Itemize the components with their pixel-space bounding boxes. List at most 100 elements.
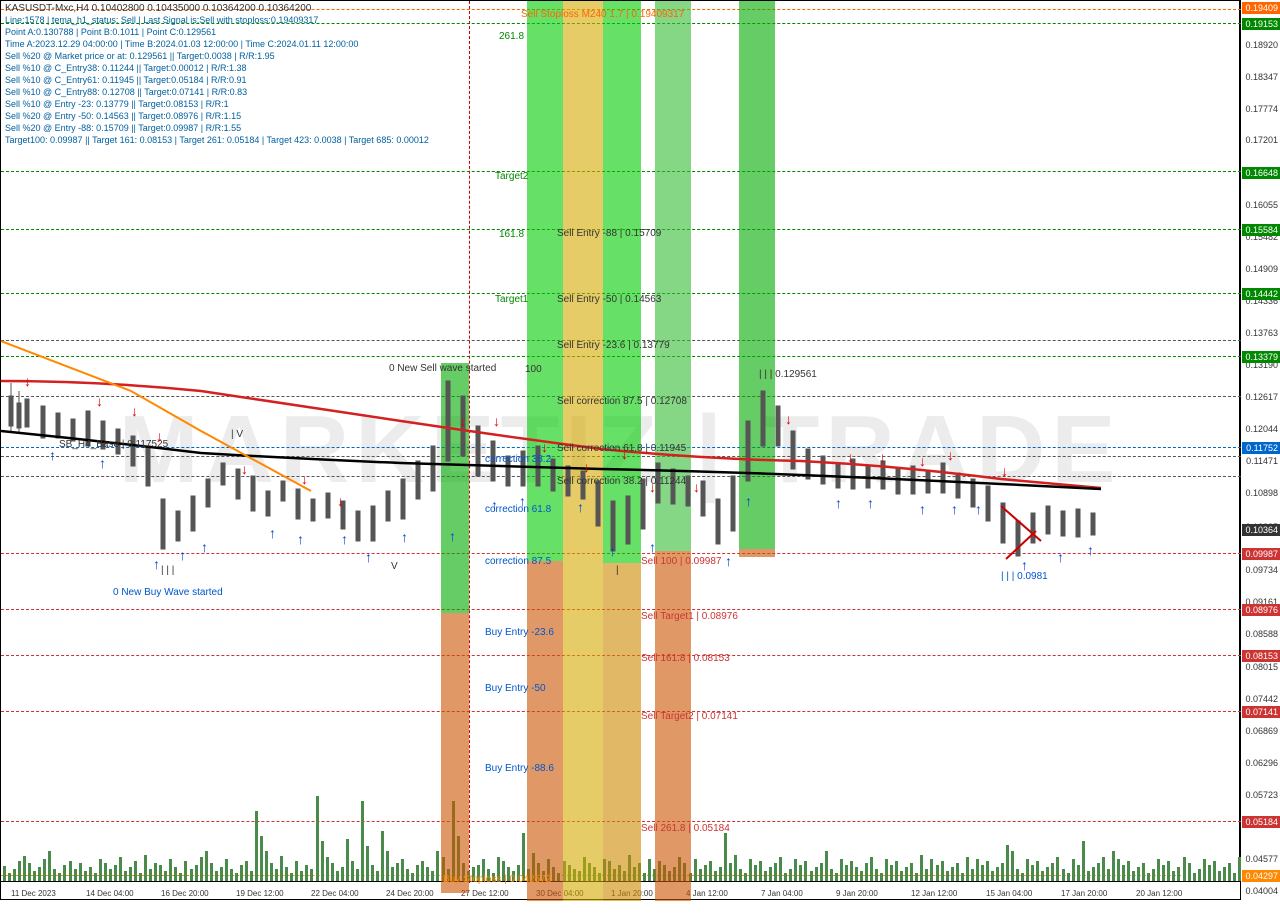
- price-tag: 0.07141: [1242, 706, 1280, 718]
- text-label: SB_H4_Base | 0.117525: [59, 439, 168, 450]
- info-line: Sell %20 @ Entry -50: 0.14563 || Target:…: [5, 111, 241, 121]
- price-tag: 0.19409: [1242, 2, 1280, 14]
- text-label: Sell Entry -23.6 | 0.13779: [557, 340, 670, 351]
- arrow-up-icon: ↑: [649, 539, 656, 555]
- arrow-up-icon: ↑: [297, 531, 304, 547]
- arrow-up-icon: ↑: [99, 455, 106, 471]
- text-label: | V: [231, 429, 243, 440]
- arrow-down-icon: ↓: [156, 428, 163, 444]
- text-label: 261.8: [499, 31, 524, 42]
- arrow-up-icon: ↑: [919, 501, 926, 517]
- arrow-up-icon: ↑: [153, 556, 160, 572]
- price-label: 0.06869: [1245, 726, 1278, 736]
- arrow-down-icon: ↓: [541, 439, 548, 455]
- price-label: 0.04577: [1245, 854, 1278, 864]
- price-label: 0.08015: [1245, 662, 1278, 672]
- arrow-down-icon: ↓: [621, 446, 628, 462]
- arrow-down-icon: ↓: [337, 493, 344, 509]
- price-tag: 0.14442: [1242, 288, 1280, 300]
- text-label: 0 New Buy Wave started: [113, 587, 223, 598]
- price-label: 0.13763: [1245, 328, 1278, 338]
- price-label: 0.11471: [1246, 456, 1278, 466]
- price-tag: 0.08976: [1242, 604, 1280, 616]
- price-label: 0.17774: [1245, 104, 1278, 114]
- info-line: Sell %10 @ Entry -23: 0.13779 || Target:…: [5, 99, 229, 109]
- info-line: Point A:0.130788 | Point B:0.1011 | Poin…: [5, 27, 216, 37]
- arrow-up-icon: ↑: [519, 493, 526, 509]
- arrow-down-icon: ↓: [131, 403, 138, 419]
- text-label: Sell 100 | 0.09987: [641, 556, 721, 567]
- text-label: correction 87.5: [485, 556, 551, 567]
- arrow-down-icon: ↓: [459, 413, 466, 429]
- price-tag: 0.08153: [1242, 650, 1280, 662]
- text-label: Buy Entry -23.6: [485, 627, 554, 638]
- arrow-down-icon: ↓: [919, 453, 926, 469]
- price-label: 0.16055: [1245, 200, 1278, 210]
- arrow-up-icon: ↑: [867, 495, 874, 511]
- arrow-up-icon: ↑: [341, 531, 348, 547]
- arrow-up-icon: ↑: [835, 495, 842, 511]
- arrow-down-icon: ↓: [96, 393, 103, 409]
- price-label: 0.10898: [1245, 488, 1278, 498]
- info-line: Sell %20 @ Market price or at: 0.129561 …: [5, 51, 275, 61]
- text-label: Target2: [495, 171, 528, 182]
- arrow-up-icon: ↑: [951, 501, 958, 517]
- arrow-down-icon: ↓: [693, 479, 700, 495]
- arrow-up-icon: ↑: [269, 525, 276, 541]
- price-label: 0.08588: [1245, 629, 1278, 639]
- arrow-down-icon: ↓: [24, 373, 31, 389]
- arrow-up-icon: ↑: [1057, 549, 1064, 565]
- price-tag: 0.15584: [1242, 224, 1280, 236]
- info-line: Line:1578 | tema_h1_status: Sell | Last …: [5, 15, 318, 25]
- arrow-down-icon: ↓: [785, 411, 792, 427]
- text-label: Sell Stoploss M240 1.7 | 0.19409317: [521, 9, 684, 20]
- text-label: Sell Target1 | 0.08976: [641, 611, 738, 622]
- arrow-up-icon: ↑: [975, 501, 982, 517]
- price-label: 0.17201: [1245, 135, 1278, 145]
- text-label: Sell correction 87.5 | 0.12708: [557, 396, 687, 407]
- arrow-down-icon: ↓: [583, 459, 590, 475]
- price-tag: 0.13379: [1242, 351, 1280, 363]
- info-line: Target100: 0.09987 || Target 161: 0.0815…: [5, 135, 429, 145]
- price-tag: 0.19153: [1242, 18, 1280, 30]
- price-tag: 0.09987: [1242, 548, 1280, 560]
- arrow-up-icon: ↑: [577, 499, 584, 515]
- text-label: 100: [525, 364, 542, 375]
- price-axis: 0.189200.183470.177740.172010.160550.154…: [1240, 0, 1280, 900]
- text-label: Target1: [495, 294, 528, 305]
- text-label: Sell Entry -50 | 0.14563: [557, 294, 661, 305]
- price-tag: 0.16648: [1242, 167, 1280, 179]
- price-tag: 0.11752: [1242, 442, 1280, 454]
- text-label: Buy Entry -88.6: [485, 763, 554, 774]
- price-label: 0.06296: [1245, 758, 1278, 768]
- arrow-up-icon: ↑: [745, 493, 752, 509]
- text-label: V: [391, 561, 398, 572]
- text-label: Sell Target2 | 0.07141: [641, 711, 738, 722]
- price-label: 0.04004: [1245, 886, 1278, 896]
- text-label: Sell Entry -88 | 0.15709: [557, 228, 661, 239]
- text-label: Sell 161.8 | 0.08153: [641, 653, 730, 664]
- arrow-up-icon: ↑: [179, 547, 186, 563]
- price-label: 0.12617: [1245, 392, 1278, 402]
- arrow-down-icon: ↓: [649, 479, 656, 495]
- arrow-up-icon: ↑: [491, 497, 498, 513]
- arrow-up-icon: ↑: [449, 528, 456, 544]
- text-label: Buy Stoploss | 0.042572: [443, 874, 551, 885]
- price-label: 0.07442: [1245, 694, 1278, 704]
- chart-container[interactable]: MARKETIZ | TRADE: [0, 0, 1240, 900]
- arrow-up-icon: ↑: [201, 539, 208, 555]
- price-label: 0.09734: [1245, 565, 1278, 575]
- arrow-up-icon: ↑: [1021, 557, 1028, 573]
- chart-title: KASUSDT-Mxc,H4 0.10402800 0.10435000 0.1…: [5, 3, 311, 14]
- price-tag: 0.10364: [1242, 524, 1280, 536]
- arrow-up-icon: ↑: [1087, 542, 1094, 558]
- arrow-up-icon: ↑: [49, 447, 56, 463]
- text-label: | | | 0.129561: [759, 369, 817, 380]
- price-tag: 0.04297: [1242, 870, 1280, 882]
- info-line: Sell %20 @ Entry -88: 0.15709 || Target:…: [5, 123, 241, 133]
- price-label: 0.12044: [1245, 424, 1278, 434]
- text-label: Sell correction 38.2 | 0.11244: [557, 476, 686, 487]
- arrow-down-icon: ↓: [241, 461, 248, 477]
- price-label: 0.14909: [1245, 264, 1278, 274]
- arrow-down-icon: ↓: [1001, 463, 1008, 479]
